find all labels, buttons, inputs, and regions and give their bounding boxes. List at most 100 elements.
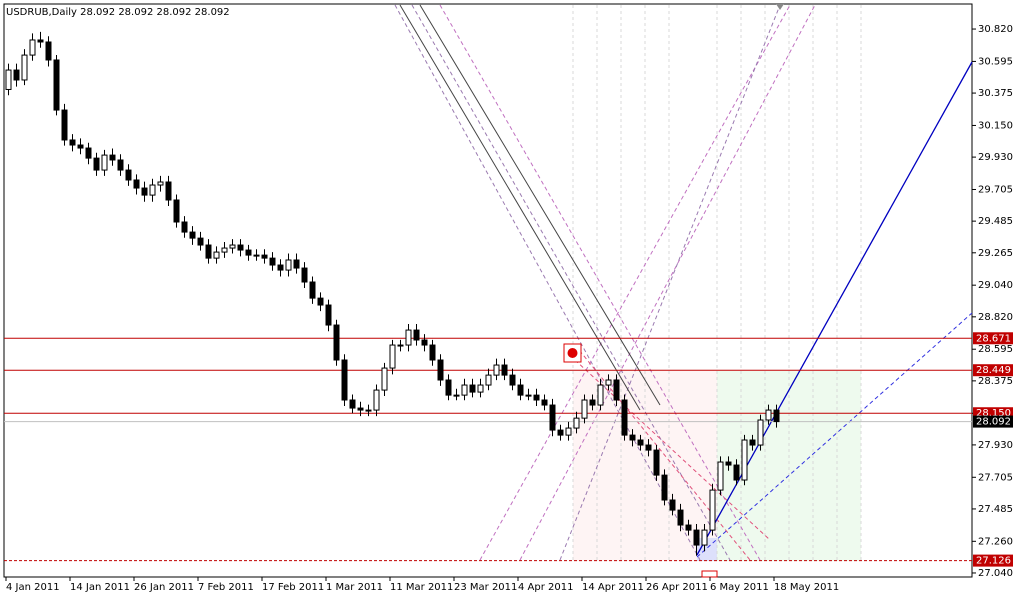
candle-body [293,259,300,269]
y-tick-label: 30.375 [978,88,1013,99]
candle-body [397,344,404,347]
candle-body [149,184,156,196]
candle-body [277,264,284,271]
y-tick-label: 27.485 [978,504,1013,515]
candle-body [221,247,228,253]
candle-body [229,244,236,249]
candle-body [21,54,28,81]
candle-body [597,384,604,406]
candle-body [413,329,420,341]
x-tick-label: 14 Apr 2011 [582,582,644,593]
candle-body [557,429,564,436]
candle-body [77,144,84,149]
x-tick-label: 6 May 2011 [710,582,769,593]
candle-body [181,221,188,233]
level-label: 28.671 [976,333,1011,344]
y-tick-label: 29.930 [978,152,1013,163]
y-tick-label: 30.820 [978,24,1013,35]
y-tick-label: 27.705 [978,472,1013,483]
candle-body [541,399,548,406]
candle-body [53,59,60,111]
candle-body [501,364,508,376]
candle-body [581,399,588,419]
level-tag [973,415,1013,428]
candle-body [765,409,772,421]
candle-body [589,399,596,406]
x-tick-label: 18 May 2011 [774,582,839,593]
candle-body [29,39,36,56]
y-tick-label: 30.595 [978,56,1013,67]
candle-body [621,399,628,436]
candle-body [533,394,540,401]
x-tick-label: 4 Apr 2011 [518,582,573,593]
y-tick-label: 28.820 [978,312,1013,323]
candle-body [5,69,12,90]
candle-body [325,304,332,326]
candle-body [365,409,372,412]
candle-body [605,379,612,386]
x-tick-label: 11 Mar 2011 [390,582,453,593]
candle-body [317,297,324,306]
x-tick-label: 14 Jan 2011 [70,582,130,593]
candle-body [93,157,100,171]
candle-body [453,394,460,397]
candle-body [261,254,268,259]
y-tick-label: 29.265 [978,248,1013,259]
chart-title: USDRUB,Daily 28.092 28.092 28.092 28.092 [6,7,230,18]
y-tick-label: 29.485 [978,216,1013,227]
candle-body [757,419,764,446]
x-tick-label: 26 Jan 2011 [134,582,194,593]
candle-body [693,529,700,546]
candle-body [309,281,316,299]
candle-body [437,359,444,381]
y-tick-label: 27.930 [978,440,1013,451]
candle-body [773,409,780,423]
candle-body [637,439,644,446]
candle-body [749,439,756,446]
candle-body [37,39,44,43]
candle-body [549,404,556,431]
channel-line [399,4,641,411]
level-tag [973,332,1013,345]
candle-body [701,529,708,546]
candle-body [477,384,484,393]
candle-body [445,379,452,396]
candle-body [13,69,20,81]
x-tick-label: 17 Feb 2011 [262,582,324,593]
candle-body [373,389,380,411]
candle-body [645,444,652,451]
candle-body [517,384,524,396]
candle-body [253,254,260,257]
candle-body [485,374,492,386]
candle-body [509,374,516,386]
candle-body [461,384,468,396]
candle-body [333,324,340,361]
level-tag [973,554,1013,567]
y-tick-label: 28.595 [978,344,1013,355]
y-tick-label: 27.260 [978,536,1013,547]
candle-body [405,329,412,346]
candle-body [341,359,348,401]
candle-body [685,524,692,531]
candle-body [429,344,436,361]
x-tick-label: 1 Mar 2011 [326,582,383,593]
candle-body [85,147,92,159]
candle-body [101,154,108,171]
candle-body [117,159,124,171]
candle-body [285,259,292,271]
candle-body [197,237,204,246]
candle-body [141,187,148,196]
candle-body [573,417,580,429]
marker-box-small [701,570,718,578]
candle-body [469,384,476,393]
y-tick-label: 27.040 [978,568,1013,579]
level-label: 28.092 [976,417,1011,428]
candle-body [381,367,388,391]
candle-body [165,181,172,201]
candle-body [669,499,676,511]
candle-body [237,244,244,251]
level-label: 28.150 [976,408,1011,419]
candle-body [613,379,620,401]
candle-body [213,251,220,259]
